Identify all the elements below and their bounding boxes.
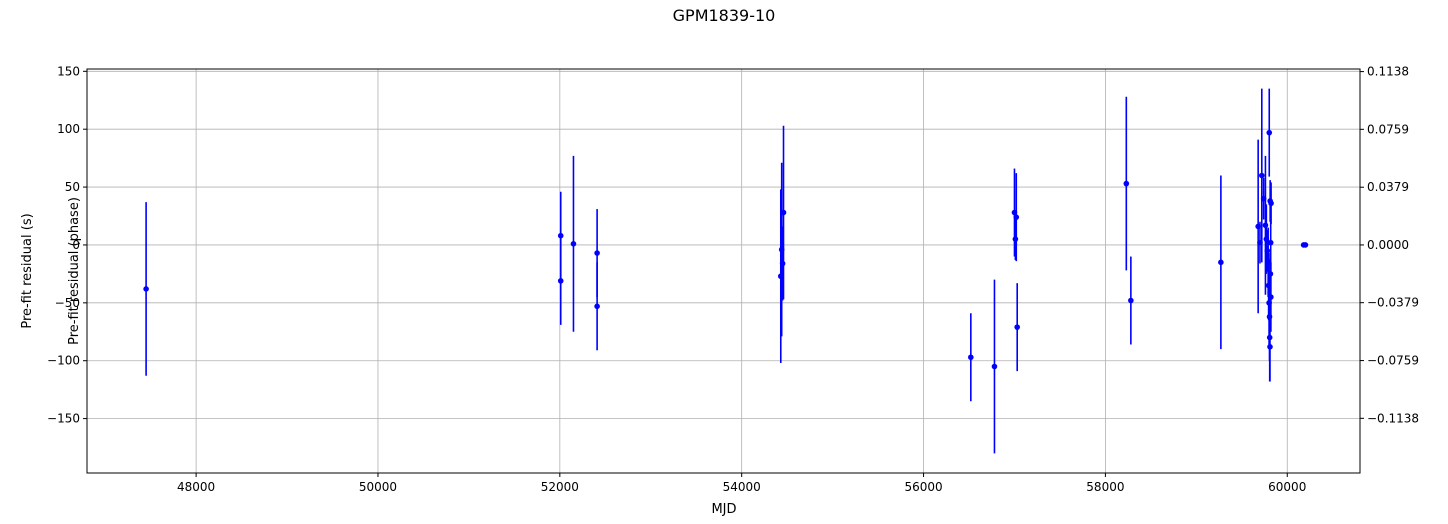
plot-frame	[86, 68, 1361, 474]
x-tick-label: 60000	[1268, 480, 1306, 494]
x-tick-label: 52000	[541, 480, 579, 494]
data-point	[1123, 180, 1130, 187]
data-point	[1302, 242, 1309, 248]
x-tick-label: 54000	[723, 480, 761, 494]
data-point	[1218, 259, 1224, 266]
x-tick-label: 48000	[177, 480, 215, 494]
data-point	[778, 246, 785, 253]
x-tick-label: 56000	[904, 480, 942, 494]
x-axis: 48000 50000 52000 54000 56000 58000 60000	[177, 473, 1306, 494]
data-point	[570, 240, 577, 247]
data-point	[1268, 200, 1274, 207]
data-point	[1255, 223, 1261, 230]
grid	[87, 69, 1360, 473]
data-point	[1268, 294, 1274, 300]
data-point	[1267, 271, 1274, 277]
data-point	[1260, 195, 1267, 202]
y-tick-label: −50	[55, 296, 80, 310]
x-tick-label: 58000	[1086, 480, 1124, 494]
data-point	[780, 209, 787, 216]
data-series	[143, 88, 1309, 454]
data-point	[1012, 236, 1019, 242]
data-point	[594, 250, 600, 256]
y-axis-label: Pre-fit residual (s)	[20, 213, 35, 328]
data-point	[557, 278, 564, 284]
data-point	[1013, 214, 1020, 220]
data-point	[557, 232, 564, 239]
chart-title: GPM1839-10	[673, 6, 776, 25]
data-point	[1267, 239, 1274, 246]
data-point	[1011, 209, 1018, 216]
y-tick-label: 50	[65, 180, 80, 194]
data-point	[1257, 239, 1263, 246]
data-point	[143, 286, 149, 292]
y-tick-label: 0	[72, 238, 80, 252]
y-right-tick-label: 0.0000	[1367, 238, 1409, 252]
data-point	[1265, 259, 1271, 266]
data-point	[1263, 236, 1270, 242]
y-axis-label-secondary: Pre-fit residual (phase)	[67, 197, 82, 345]
data-point	[1014, 324, 1020, 330]
y-tick-label: 150	[57, 64, 80, 78]
data-point	[1266, 334, 1273, 341]
y-tick-label: −150	[47, 412, 80, 426]
data-point	[779, 260, 786, 267]
data-point	[1265, 282, 1272, 289]
y-tick-label: 100	[57, 122, 80, 136]
data-point	[991, 363, 998, 370]
data-point	[777, 273, 784, 280]
y-right-tick-label: −0.0379	[1367, 296, 1419, 310]
data-point	[968, 354, 974, 361]
data-point	[1266, 129, 1273, 136]
data-point	[1262, 222, 1269, 229]
data-point	[1266, 300, 1272, 306]
data-point	[1264, 247, 1271, 254]
y-tick-label: −100	[47, 354, 80, 368]
data-point	[1128, 297, 1134, 304]
data-point	[1267, 344, 1273, 350]
y-right-tick-label: −0.0759	[1367, 354, 1419, 368]
x-axis-label: MJD	[711, 502, 736, 517]
y-axis-right: 0.1138 0.0759 0.0379 0.0000 −0.0379 −0.0759 −0…	[1360, 65, 1419, 425]
y-right-tick-label: 0.0379	[1367, 180, 1409, 194]
y-right-tick-label: 0.0759	[1367, 122, 1409, 136]
data-point	[1266, 313, 1273, 320]
y-right-tick-label: 0.1138	[1367, 65, 1409, 79]
data-point	[594, 303, 600, 310]
x-tick-label: 50000	[359, 480, 397, 494]
data-point	[1258, 172, 1265, 179]
y-axis-left: 150 100 50 0 −50 −100 −150	[47, 64, 87, 426]
y-right-tick-label: −0.1138	[1367, 411, 1419, 425]
